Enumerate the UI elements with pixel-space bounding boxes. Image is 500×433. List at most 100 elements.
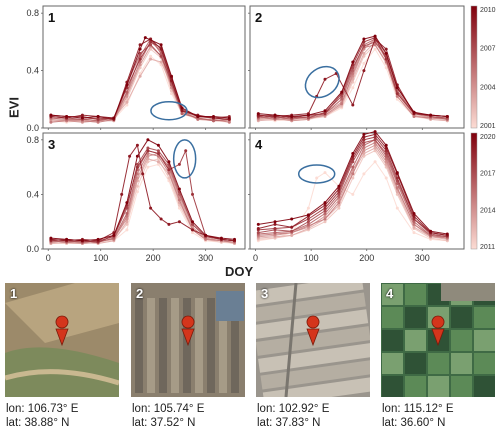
field-strip bbox=[195, 298, 203, 393]
field-strip bbox=[135, 298, 143, 393]
colorbar-2-tick-1: 2017 bbox=[480, 171, 496, 178]
panel-2-point-2010-12 bbox=[429, 113, 433, 117]
panel-3-highlight-ellipse bbox=[172, 139, 197, 179]
field-strip bbox=[183, 298, 191, 393]
panel-4-point-2019-2 bbox=[290, 225, 294, 229]
field-cell bbox=[382, 353, 403, 374]
panel-3-point-2020-12 bbox=[204, 233, 208, 237]
panel-4-point-2011-12 bbox=[412, 231, 416, 235]
panel-3-point-2019-5 bbox=[120, 192, 124, 196]
panel-4-point-2011-7 bbox=[351, 192, 355, 196]
field-cell bbox=[405, 307, 426, 328]
field-strip bbox=[171, 298, 179, 393]
panel-2-point-2010-8 bbox=[373, 34, 377, 38]
panel-2-point-2003-7 bbox=[362, 51, 366, 55]
panel-4-label: 4 bbox=[255, 137, 263, 152]
field-cell bbox=[405, 376, 426, 397]
site-4-lon: lon: 115.12° E bbox=[382, 403, 454, 415]
panel-1-point-2008-6 bbox=[138, 57, 142, 61]
panel-2-point-2007-5 bbox=[340, 94, 344, 98]
satellite-image-3: 3 bbox=[256, 283, 370, 397]
panel-2-point-2008-9 bbox=[384, 57, 388, 61]
panel-4-point-2015-10 bbox=[395, 186, 399, 190]
panel-4-point-2011-10 bbox=[384, 176, 388, 180]
panel-4-point-2011-8 bbox=[362, 172, 366, 176]
panel-4-series-2015 bbox=[258, 141, 448, 239]
site-1-coordinates: lon: 106.73° E lat: 38.88° N bbox=[6, 402, 78, 430]
field-cell bbox=[451, 353, 472, 374]
panel-2-point-2005-10 bbox=[395, 94, 399, 98]
panel-2-point-2005-8 bbox=[373, 43, 377, 47]
satellite-2-label: 2 bbox=[136, 286, 144, 301]
panel-1-point-2001-7 bbox=[149, 54, 153, 58]
panel-4-point-2018-4 bbox=[323, 206, 327, 210]
panel-2-point-2001-7 bbox=[362, 61, 366, 65]
panel-4-point-2015-11 bbox=[412, 222, 416, 226]
panel-1-label: 1 bbox=[48, 10, 55, 25]
panel-2-point-2005-5 bbox=[340, 102, 344, 106]
panel-4-highlight-ellipse bbox=[297, 164, 336, 184]
river-path bbox=[5, 369, 119, 386]
site-3-coordinates: lon: 102.92° E lat: 37.83° N bbox=[257, 402, 329, 430]
chart-panel-1: 0.0 0.4 0.8 1 bbox=[26, 5, 246, 133]
satellite-art-1 bbox=[5, 283, 119, 397]
panel-2-point-2010-6 bbox=[351, 60, 355, 64]
panel-4-point-2020-10 bbox=[395, 171, 399, 175]
panel-1-series-2009 bbox=[50, 38, 230, 120]
colorbar-1-tick-3: 2001 bbox=[480, 123, 496, 130]
panel-3-point-2017-11 bbox=[191, 222, 194, 226]
panel-1-point-2010-6 bbox=[138, 47, 142, 51]
panel-2-point-2008-4 bbox=[323, 112, 327, 116]
panel-4-point-2019-0 bbox=[256, 227, 260, 230]
panel-4-point-2020-2 bbox=[290, 217, 294, 221]
panel-2-highlight-ellipse bbox=[304, 65, 340, 99]
panel-3-point-2017-7 bbox=[146, 146, 150, 150]
evi-charts: 0.0 0.4 0.8 1 2 0.0 0.4 0.8 0 100 200 300 3 0 100 200 30… bbox=[26, 5, 496, 262]
panel-4-point-2020-8 bbox=[373, 130, 377, 134]
field-cell bbox=[382, 307, 403, 328]
site-3-lat: lat: 37.83° N bbox=[257, 417, 321, 429]
field-patch bbox=[5, 283, 119, 343]
panel-2-point-2001-6 bbox=[351, 86, 355, 90]
panel-4-point-2018-10 bbox=[395, 176, 399, 180]
panel-3-point-2020-1 bbox=[65, 237, 69, 241]
panel-1-point-2010-10 bbox=[180, 106, 184, 110]
panel-3-point-2018-6 bbox=[135, 165, 139, 169]
field-band bbox=[262, 376, 370, 397]
field-cell bbox=[451, 330, 472, 351]
panel-3-frame bbox=[42, 132, 246, 250]
panel-3-point-2011-7 bbox=[146, 165, 150, 169]
panel-1-point-2010-5 bbox=[125, 83, 129, 87]
panel-3-point-2015-10 bbox=[177, 198, 181, 202]
site-1-lat: lat: 38.88° N bbox=[6, 417, 70, 429]
panel-3-xtick-3: 300 bbox=[198, 253, 213, 262]
satellite-4-label: 4 bbox=[386, 286, 394, 301]
panel-1-point-2010-11 bbox=[196, 115, 200, 118]
field-cell bbox=[474, 307, 495, 328]
panel-3-point-2020-5 bbox=[125, 201, 129, 205]
panel-3-point-2015-12 bbox=[204, 237, 208, 241]
panel-3-point-2011-6 bbox=[135, 190, 139, 194]
panel-2-point-2010-10 bbox=[395, 86, 399, 90]
field-cell bbox=[405, 284, 426, 305]
panel-3-point-2020-9 bbox=[167, 160, 171, 164]
site-4-lat: lat: 36.60° N bbox=[382, 417, 446, 429]
panel-2-point-2010-13 bbox=[445, 115, 449, 118]
colorbar-1-tick-2: 2004 bbox=[480, 84, 496, 91]
panel-4-point-2015-6 bbox=[351, 172, 355, 176]
panel-2-point-2010-0 bbox=[256, 112, 260, 116]
field-strip bbox=[219, 298, 227, 393]
panel-4-point-2018-8 bbox=[373, 135, 377, 139]
panel-1-point-2003-5 bbox=[125, 100, 129, 104]
panel-4-series-2019 bbox=[258, 133, 448, 236]
field-cell bbox=[474, 376, 495, 397]
panel-4-point-2017-5 bbox=[337, 192, 341, 196]
satellite-1-label: 1 bbox=[10, 286, 18, 301]
panel-3-xtick-1: 100 bbox=[93, 253, 108, 262]
colorbar-2: 2020 2017 2014 2011 bbox=[470, 132, 496, 251]
panel-3-point-2020-2 bbox=[80, 239, 84, 243]
panel-1-point-2008-3 bbox=[96, 117, 100, 121]
satellite-image-1: 1 bbox=[5, 283, 119, 397]
panel-3-point-2020-4 bbox=[112, 233, 116, 237]
location-pin-icon bbox=[431, 315, 445, 347]
